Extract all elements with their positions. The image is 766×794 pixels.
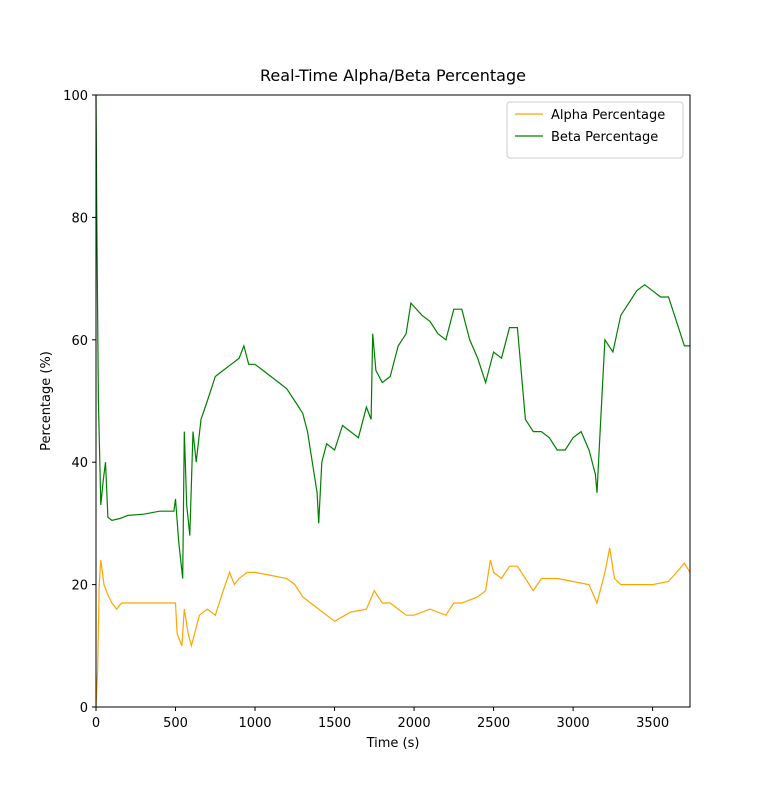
data-line <box>95 94 690 579</box>
x-tick-label: 2500 <box>477 716 510 731</box>
x-tick-label: 3500 <box>636 716 669 731</box>
x-tick-label: 1500 <box>318 716 351 731</box>
data-line <box>95 547 691 708</box>
y-tick-label: 100 <box>63 89 88 104</box>
chart-title: Real-Time Alpha/Beta Percentage <box>260 66 526 85</box>
x-tick-label: 2000 <box>398 716 431 731</box>
y-tick-label: 60 <box>71 334 88 349</box>
y-tick-label: 80 <box>71 211 88 226</box>
y-tick-label: 0 <box>80 701 88 716</box>
y-axis-label: Percentage (%) <box>39 351 54 451</box>
x-tick-label: 0 <box>92 716 100 731</box>
y-tick-label: 40 <box>71 456 88 471</box>
axes-frame <box>95 94 691 708</box>
legend-box <box>506 101 684 159</box>
legend-label: Alpha Percentage <box>551 108 665 123</box>
x-axis-label: Time (s) <box>366 736 420 751</box>
x-tick-label: 3000 <box>557 716 590 731</box>
x-tick-label: 500 <box>163 716 188 731</box>
x-tick-label: 1000 <box>238 716 271 731</box>
legend-label: Beta Percentage <box>551 130 658 145</box>
y-tick-label: 20 <box>71 579 88 594</box>
